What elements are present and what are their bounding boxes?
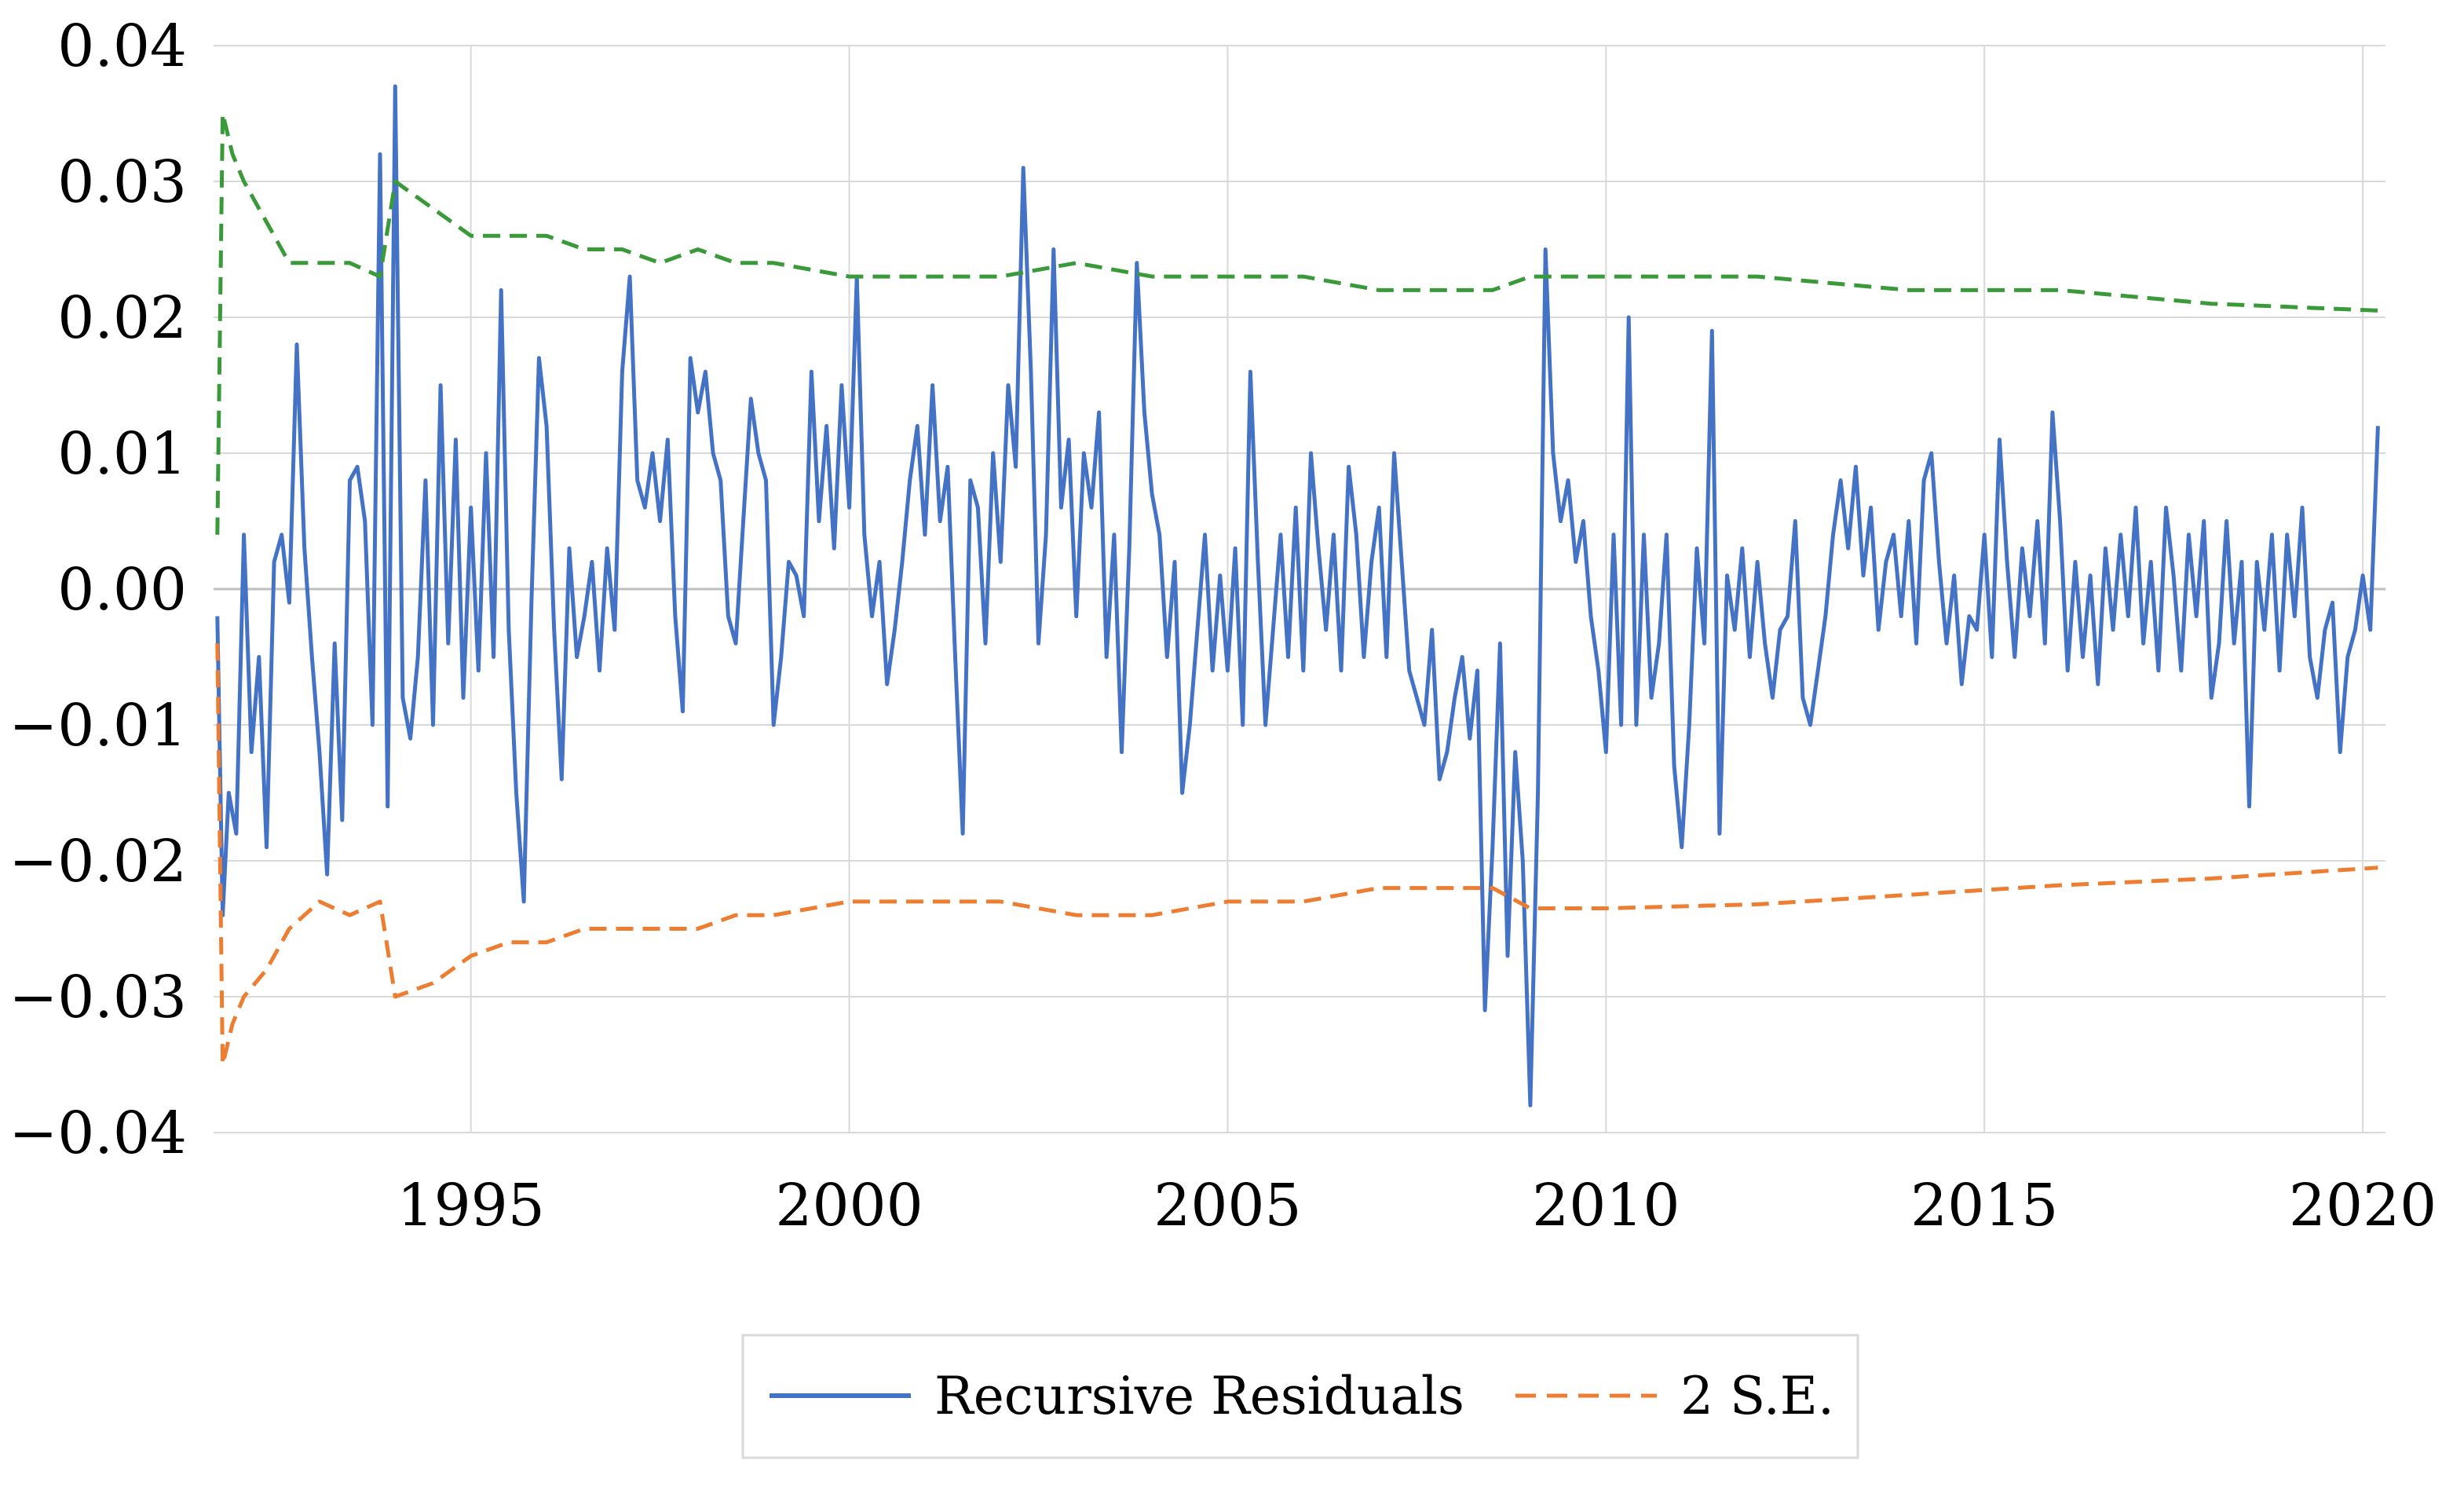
y-tick-label: −0.04 [9,1100,187,1167]
x-tick-label: 2000 [775,1172,923,1239]
y-tick-label: 0.01 [57,420,187,488]
y-tick-label: 0.03 [57,148,187,216]
legend-box [741,1334,1859,1459]
y-tick-label: −0.02 [9,828,187,895]
series-2se-upper [215,112,2378,535]
y-tick-label: −0.03 [9,964,187,1031]
legend: Recursive Residuals 2 S.E. [741,1334,1859,1459]
x-tick-label: 2015 [1910,1172,2058,1239]
legend-label-residuals: Recursive Residuals [934,1366,1464,1426]
y-tick-label: −0.01 [9,692,187,759]
series-recursive-residuals [215,84,2380,1107]
legend-label-se: 2 S.E. [1680,1366,1834,1426]
y-axis: 0.04 0.03 0.02 0.01 0.00 −0.01 −0.02 −0.03 −0.04 [9,13,187,1167]
series-layer [215,84,2380,1107]
x-tick-label: 2020 [2289,1172,2437,1239]
y-tick-label: 0.02 [57,284,187,352]
x-tick-label: 2005 [1153,1172,1301,1239]
x-tick-label: 2010 [1532,1172,1680,1239]
x-axis: 1995 2000 2005 2010 2015 2020 [397,1172,2437,1239]
x-tick-label: 1995 [397,1172,545,1239]
series-2se-lower [215,643,2378,1067]
y-tick-label: 0.00 [57,556,187,624]
y-tick-label: 0.04 [57,13,187,80]
